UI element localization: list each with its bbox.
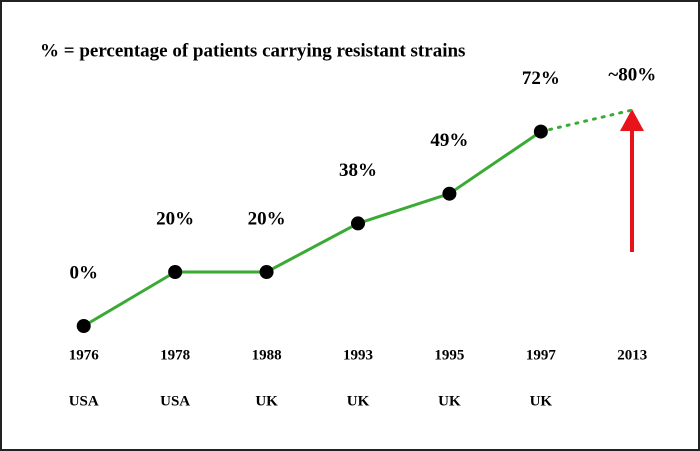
data-point xyxy=(533,124,548,139)
value-label: 49% xyxy=(430,130,468,151)
data-point xyxy=(442,186,457,201)
value-label: ~80% xyxy=(608,64,656,85)
value-label: 0% xyxy=(69,262,98,283)
country-label: UK xyxy=(530,393,553,409)
year-label: 2013 xyxy=(617,347,647,363)
projected-line xyxy=(539,108,634,134)
country-label: UK xyxy=(347,393,370,409)
projection-arrow xyxy=(620,109,644,252)
chart-title: % = percentage of patients carrying resi… xyxy=(40,40,465,61)
trend-line xyxy=(82,130,542,328)
arrow-head xyxy=(620,109,644,131)
data-point xyxy=(351,216,365,231)
value-label: 38% xyxy=(339,160,377,181)
country-label: UK xyxy=(438,393,461,409)
value-label: 20% xyxy=(248,208,286,229)
value-label: 20% xyxy=(156,208,194,229)
data-point xyxy=(259,265,274,279)
year-label: 1997 xyxy=(526,347,557,363)
data-point xyxy=(168,265,183,279)
country-label: USA xyxy=(69,393,99,409)
value-label: 72% xyxy=(522,68,560,89)
data-point xyxy=(76,319,91,333)
country-label: UK xyxy=(255,393,278,409)
year-label: 1988 xyxy=(252,347,282,363)
year-label: 1995 xyxy=(434,347,464,363)
year-label: 1976 xyxy=(69,347,100,363)
year-label: 1978 xyxy=(160,347,190,363)
country-label: USA xyxy=(160,393,190,409)
year-label: 1993 xyxy=(343,347,373,363)
